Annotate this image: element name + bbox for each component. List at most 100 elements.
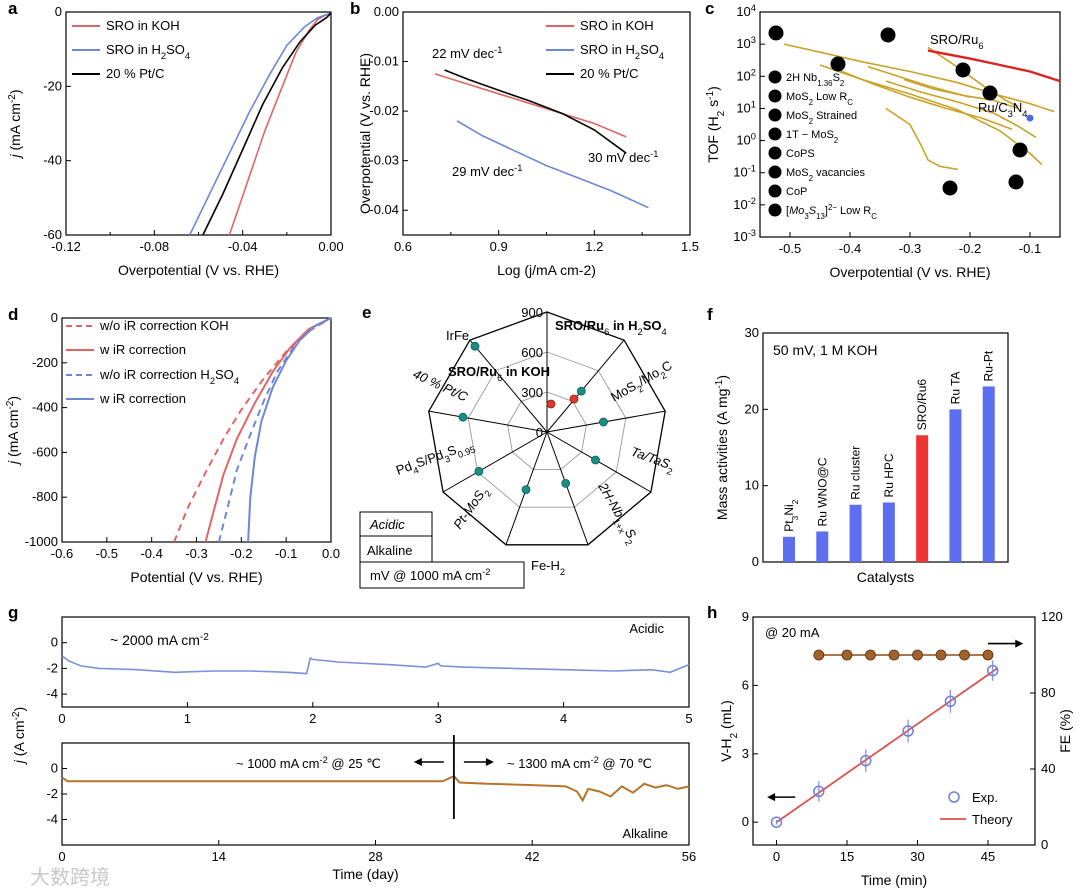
panel-h-yr-tick-label: 80 (1041, 685, 1055, 700)
panel-b-x-tick-label: 0.9 (490, 239, 508, 254)
panel-h-xlabel: Time (min) (861, 872, 927, 888)
panel-c-x-tick-label: -0.3 (899, 241, 921, 256)
panel-h-theory-line (775, 667, 998, 823)
panel-g-xlabel: Time (day) (332, 866, 398, 882)
panel-a-x-tick-label: -0.04 (228, 239, 258, 254)
panel-e-label: e (362, 303, 371, 322)
panel-g-bottom-x-tick-label: 28 (368, 849, 382, 864)
panel-c-y-tick-label: 101 (736, 99, 756, 115)
panel-e-acidic-point (458, 412, 468, 422)
panel-h-yr-tick-label: 0 (1041, 837, 1048, 852)
panel-g-bottom-y-tick-label: 0 (51, 761, 58, 776)
panel-c-y-tick-label: 100 (736, 132, 756, 148)
panel-g-bottom-x-tick-label: 42 (525, 849, 539, 864)
panel-c-marker-4 (982, 85, 998, 101)
panel-e-acidic-point (521, 485, 531, 495)
panel-e-ring-label: 600 (521, 345, 543, 360)
panel-e-spoke (428, 410, 548, 433)
panel-g-top-y-tick-label: -2 (46, 660, 58, 675)
panel-h-annotation: @ 20 mA (765, 625, 820, 640)
panel-e-axis-label: MoS2/Mo2C (608, 358, 677, 409)
panel-c-sro-ru6-curve (927, 49, 1061, 83)
panel-e-acidic-point (474, 466, 484, 476)
panel-f-bar-label: Ru HPC (882, 453, 896, 497)
panel-h-right-arrow-head (1015, 639, 1024, 648)
panel-c-reference-curve (903, 78, 1019, 110)
panel-c-ylabel: TOF (H2 s-1) (705, 86, 727, 163)
panel-h-fe-point (813, 649, 825, 661)
panel-c-legend-marker (768, 146, 782, 160)
panel-e-axis-label: SRO/Ru6 in H2SO4 (555, 318, 667, 337)
panel-c-legend-number: 6 (772, 168, 778, 179)
panel-f-bar-label: Ru TA (948, 371, 962, 404)
panel-g-bottom-x-tick-label: 14 (212, 849, 226, 864)
panel-e-legend-unit-box (359, 561, 525, 589)
panel-e-axis-label: Pt-MoS2 (450, 483, 493, 534)
panel-e-acidic-point (591, 455, 600, 465)
panel-f-bar-label: SRO/Ru6 (915, 379, 929, 431)
panel-a-y-tick-label: 0 (55, 4, 62, 19)
panel-c-reference-curve (819, 64, 1043, 166)
panel-d-y-tick-label: 0 (51, 310, 58, 325)
panel-c-y-tick-label: 102 (736, 67, 756, 83)
panel-f-bar-label: Ru WNO@C (815, 457, 829, 526)
panel-e-acidic-point (561, 478, 571, 488)
panel-c-ru-label: Ru/C3N4 (978, 100, 1027, 119)
panel-a-label: a (8, 0, 18, 18)
panel-c-legend-label: [Mo3S13]2− Low RC (786, 203, 877, 221)
panel-h-left-arrow-head (767, 793, 776, 802)
panel-g-bottom-annotation-left: ~ 1000 mA cm-2 @ 25 ℃ (236, 755, 381, 771)
panel-d-y-tick-label: -400 (32, 400, 58, 415)
panel-e-legend-acidic: Acidic (369, 517, 405, 532)
panel-d-x-tick-label: -0.4 (140, 546, 162, 561)
panel-e-alkaline-point (546, 399, 556, 409)
panel-g-bottom-label: Alkaline (622, 826, 668, 841)
panel-b-y-tick-label: -0.04 (369, 202, 399, 217)
panel-h-legend-exp: Exp. (972, 790, 998, 805)
panel-c-legend-label: CoP (786, 186, 807, 198)
panel-b-slope-1: 22 mV dec-1 (432, 45, 502, 61)
panel-g-top-x-tick-label: 4 (560, 711, 567, 726)
panel-f-annotation: 50 mV, 1 M KOH (773, 342, 878, 358)
panel-h-label: h (707, 603, 717, 622)
panel-c-x-tick-label: -0.2 (959, 241, 981, 256)
panel-c-legend-marker (768, 70, 782, 84)
panel-h-fe-point (841, 649, 853, 661)
panel-h-ylabel: V-H2 (mL) (718, 700, 740, 762)
panel-c-marker-2 (880, 27, 896, 43)
panel-b-ylabel: Overpotential (V vs. RHE) (357, 53, 373, 214)
panel-c-marker-3 (955, 62, 971, 78)
panel-c-marker-7 (1008, 174, 1024, 190)
panel-g-label: g (8, 603, 18, 622)
panel-e-axis-label: Fe-H2 (531, 558, 565, 577)
panel-a-legend-1-label: SRO in KOH (106, 18, 180, 33)
panel-e-axis-label: Ta/TaS2 (628, 444, 677, 477)
panel-g-bottom-annotation-right: ~ 1300 mA cm-2 @ 70 ℃ (507, 755, 652, 771)
panel-b-slope-3: 30 mV dec-1 (588, 149, 658, 165)
panel-g-bottom-y-tick-label: -4 (46, 812, 58, 827)
panel-e-ring-label: 900 (521, 305, 543, 320)
panel-e-alkaline-point (569, 394, 579, 404)
panel-h-x-tick-label: 30 (910, 849, 924, 864)
panel-e-spoke (546, 339, 625, 433)
panel-c-marker-8 (942, 180, 958, 196)
panel-c-marker-1 (768, 25, 784, 41)
panel-a-series-line (228, 12, 332, 236)
panel-a-y-tick-label: -40 (43, 153, 62, 168)
panel-h-frame (752, 616, 1036, 846)
panel-c-x-tick-label: -0.4 (839, 241, 861, 256)
panel-b-y-tick-label: -0.02 (369, 103, 399, 118)
panel-c-y-tick-label: 10-2 (733, 196, 756, 212)
panel-c-y-tick-label: 10-1 (733, 164, 756, 180)
panel-c-legend-marker (768, 184, 782, 198)
panel-d-y-tick-label: -1000 (25, 534, 58, 549)
panel-e-ring (467, 351, 627, 508)
panel-f-bar (949, 409, 962, 562)
panel-g-bottom-x-tick-label: 0 (58, 849, 65, 864)
panel-c-legend-number: 3 (772, 111, 778, 122)
panel-b-x-tick-label: 1.5 (681, 239, 699, 254)
panel-e-center-label: SRO/Ru6 in KOH (448, 364, 550, 383)
panel-h-exp-point (770, 816, 783, 828)
panel-b-y-tick-label: 0.00 (374, 4, 399, 19)
